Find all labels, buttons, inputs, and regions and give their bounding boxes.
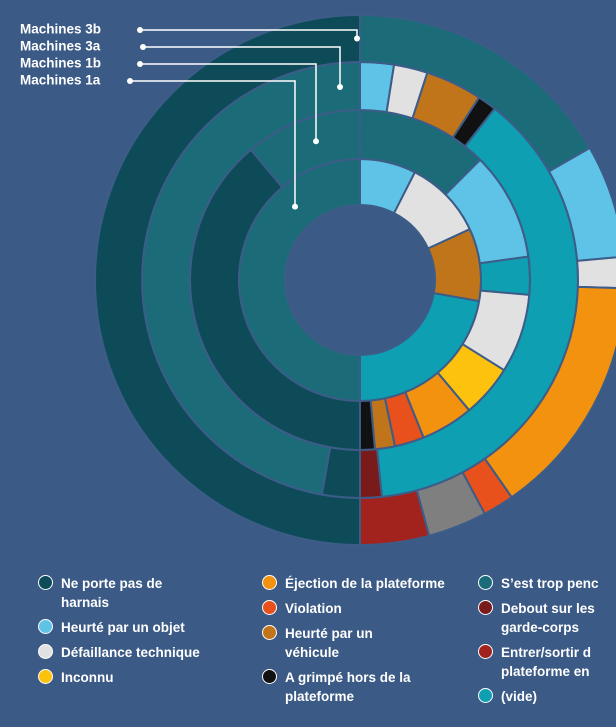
callout-dot (127, 78, 133, 84)
ring-label: Machines 3b (20, 22, 101, 37)
legend-label: Entrer/sortir d plateforme en (501, 645, 592, 679)
legend-item: Debout sur les garde-corps (478, 599, 616, 637)
legend-item: Entrer/sortir d plateforme en (478, 643, 616, 681)
callout-line (130, 80, 296, 207)
donut-segment (93, 13, 361, 547)
legend-label: S’est trop penc (501, 576, 599, 591)
legend-item: Heurté par un objet (38, 618, 262, 637)
legend-swatch (262, 575, 277, 590)
legend-label: Heurté par un véhicule (285, 626, 373, 660)
legend-swatch (262, 625, 277, 640)
legend-swatch (262, 669, 277, 684)
legend: Ne porte pas de harnais Heurté par un obj… (38, 574, 616, 724)
legend-swatch (262, 600, 277, 615)
ring-label: Machines 3a (20, 39, 101, 54)
legend-item: Ne porte pas de harnais (38, 574, 262, 612)
callout-line (143, 46, 341, 88)
legend-label: Éjection de la plateforme (285, 576, 445, 591)
callout-dot (137, 27, 143, 33)
legend-swatch (478, 575, 493, 590)
donut-segment (359, 489, 431, 547)
legend-label: A grimpé hors de la plateforme (285, 670, 411, 704)
legend-label: (vide) (501, 689, 538, 704)
callout-dot (292, 203, 298, 210)
legend-label: Violation (285, 601, 342, 616)
legend-swatch (38, 575, 53, 590)
legend-item: Inconnu (38, 668, 262, 687)
donut-segment (576, 256, 616, 290)
ring-label: Machines 1a (20, 73, 101, 88)
callout-dot (137, 61, 143, 67)
legend-item: Heurté par un véhicule (262, 624, 478, 662)
legend-swatch (478, 688, 493, 703)
donut-segment (359, 448, 383, 500)
legend-label: Ne porte pas de harnais (61, 576, 163, 610)
legend-swatch (478, 600, 493, 615)
chart: Machines 1a Machines 1b Machines 3a Machine… (20, 13, 616, 547)
legend-column: Ne porte pas de harnais Heurté par un obj… (38, 574, 262, 724)
callout-dot (337, 84, 343, 91)
legend-swatch (38, 669, 53, 684)
legend-swatch (478, 644, 493, 659)
legend-column: Éjection de la plateforme Violation Heurté… (262, 574, 478, 724)
legend-label: Inconnu (61, 670, 114, 685)
callout-dot (354, 35, 360, 42)
legend-swatch (38, 619, 53, 634)
callout-line (140, 63, 317, 142)
legend-label: Debout sur les garde-corps (501, 601, 595, 635)
legend-swatch (38, 644, 53, 659)
ring-label: Machines 1b (20, 56, 101, 71)
legend-item: Violation (262, 599, 478, 618)
legend-item: A grimpé hors de la plateforme (262, 668, 478, 706)
legend-item: Défaillance technique (38, 643, 262, 662)
legend-label: Heurté par un objet (61, 620, 185, 635)
legend-item: (vide) (478, 687, 616, 706)
legend-item: S’est trop penc (478, 574, 616, 593)
legend-column: S’est trop penc Debout sur les garde-corp… (478, 574, 616, 724)
callout-dot (140, 44, 146, 50)
callout-dot (313, 138, 319, 145)
legend-label: Défaillance technique (61, 645, 200, 660)
donut-segment (478, 255, 531, 297)
legend-item: Éjection de la plateforme (262, 574, 478, 593)
